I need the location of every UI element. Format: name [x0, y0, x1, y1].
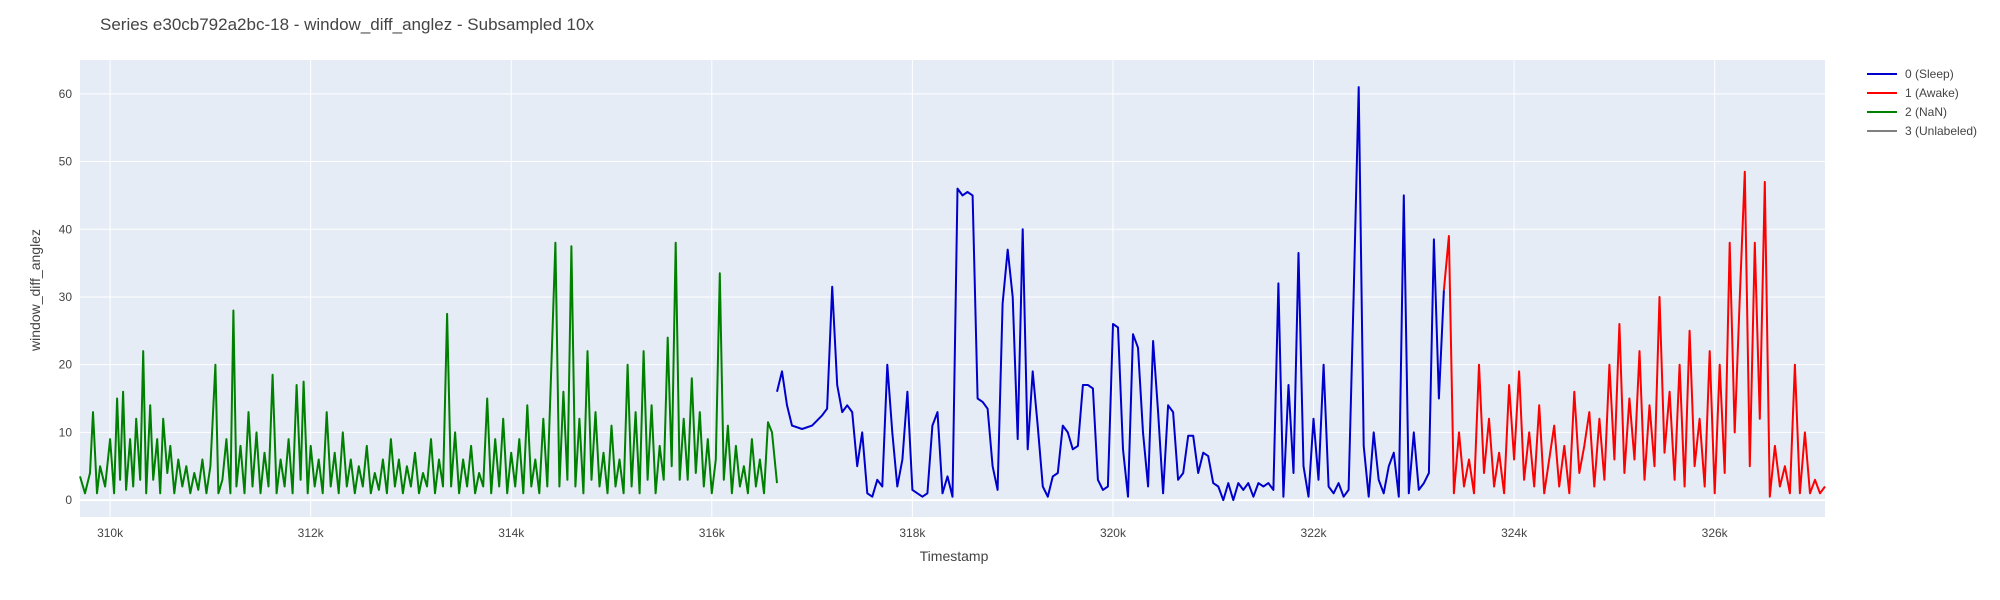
series-line-0 [776, 86, 1445, 502]
x-tick-label: 314k [498, 526, 525, 540]
x-tick-label: 324k [1501, 526, 1528, 540]
legend-label: 0 (Sleep) [1905, 67, 1954, 81]
legend-label: 3 (Unlabeled) [1905, 124, 1977, 138]
x-tick-label: 312k [298, 526, 325, 540]
y-tick-label: 10 [59, 425, 73, 439]
legend-label: 1 (Awake) [1905, 86, 1959, 100]
series-layer [79, 86, 1826, 502]
y-tick-label: 0 [65, 493, 72, 507]
x-axis-title: Timestamp [920, 548, 989, 564]
x-tick-label: 320k [1100, 526, 1127, 540]
x-tick-label: 322k [1301, 526, 1328, 540]
y-tick-label: 20 [59, 358, 73, 372]
chart-title: Series e30cb792a2bc-18 - window_diff_ang… [100, 15, 594, 34]
x-tick-label: 316k [699, 526, 726, 540]
series-line-1 [1442, 170, 1826, 498]
legend: 0 (Sleep) 1 (Awake) 2 (NaN) 3 (Unlabeled) [1867, 67, 1977, 138]
y-axis-title: window_diff_anglez [27, 229, 43, 352]
y-tick-label: 50 [59, 155, 73, 169]
y-tick-label: 30 [59, 290, 73, 304]
x-tick-label: 318k [899, 526, 926, 540]
y-tick-label: 40 [59, 222, 73, 236]
series-line-2 [79, 241, 778, 495]
grid-layer [80, 60, 1825, 517]
x-tick-label: 310k [97, 526, 124, 540]
x-tick-label: 326k [1702, 526, 1729, 540]
y-tick-label: 60 [59, 87, 73, 101]
legend-label: 2 (NaN) [1905, 105, 1947, 119]
tick-layer: 310k 312k 314k 316k 318k 320k 322k 324k 326k 0 10 2… [59, 87, 1729, 540]
